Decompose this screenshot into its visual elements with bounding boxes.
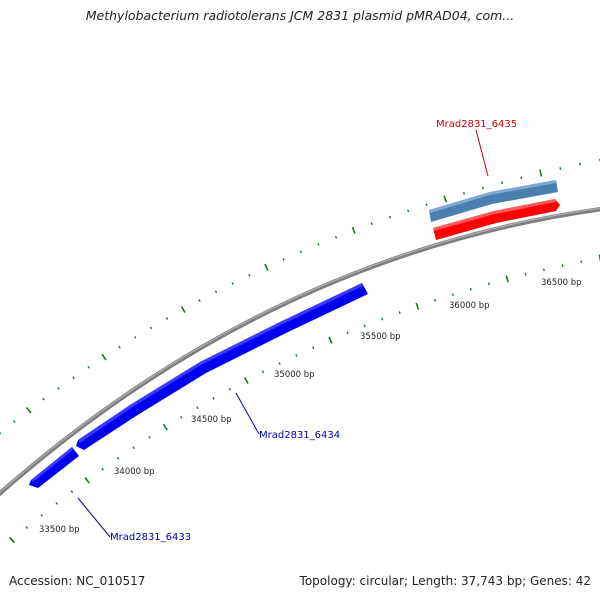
minor-tick-mark xyxy=(87,365,90,369)
minor-tick-mark xyxy=(463,192,465,195)
minor-tick-mark xyxy=(55,502,59,505)
position-label: 35500 bp xyxy=(360,332,401,342)
position-label: 36000 bp xyxy=(449,301,490,311)
minor-tick-mark xyxy=(561,264,564,267)
position-label: 34000 bp xyxy=(114,467,155,477)
major-tick-mark xyxy=(180,306,186,313)
minor-tick-mark xyxy=(133,336,137,339)
gene-arrow-mrad2831-6433[interactable] xyxy=(29,447,79,488)
major-tick-mark xyxy=(443,195,448,203)
minor-tick-mark xyxy=(334,235,338,239)
minor-tick-mark xyxy=(248,273,251,277)
minor-tick-mark xyxy=(299,250,303,254)
minor-tick-mark xyxy=(13,420,16,423)
minor-tick-mark xyxy=(543,268,545,272)
minor-tick-mark xyxy=(72,376,75,380)
gene-arrow-mrad2831-6434-shade xyxy=(78,283,363,443)
minor-tick-mark xyxy=(481,186,484,190)
minor-tick-mark xyxy=(42,397,45,401)
minor-tick-mark xyxy=(469,287,472,291)
minor-tick-mark xyxy=(196,406,199,410)
position-label: 36500 bp xyxy=(541,278,582,288)
gene-label-mrad2831-6434[interactable]: Mrad2831_6434 xyxy=(259,430,340,441)
minor-tick-mark xyxy=(228,387,232,391)
minor-tick-mark xyxy=(282,258,285,261)
minor-tick-mark xyxy=(214,290,218,294)
major-tick-mark xyxy=(539,169,543,177)
minor-tick-mark xyxy=(370,222,373,226)
major-tick-mark xyxy=(264,263,269,271)
gene-arrow-mrad2831-6434[interactable] xyxy=(76,283,368,450)
minor-tick-mark xyxy=(118,345,121,349)
leader-line-mrad2831-6433 xyxy=(77,497,111,538)
minor-tick-mark xyxy=(278,362,281,365)
major-tick-mark xyxy=(351,226,356,234)
major-tick-mark xyxy=(84,477,90,484)
minor-tick-mark xyxy=(295,354,298,357)
minor-tick-mark xyxy=(425,203,428,207)
minor-tick-mark xyxy=(149,326,153,330)
major-tick-mark xyxy=(243,377,249,384)
map-title: Methylobacterium radiotolerans JCM 2831 … xyxy=(85,8,515,23)
gene-label-mrad2831-6435[interactable]: Mrad2831_6435 xyxy=(436,119,517,130)
minor-tick-mark xyxy=(40,513,44,517)
gene-arrow-mrad2831-6435-shade xyxy=(433,199,556,231)
gene-arrow-mrad2831-6435[interactable] xyxy=(433,199,560,240)
minor-tick-mark xyxy=(388,215,391,219)
minor-tick-mark xyxy=(434,298,437,302)
leader-line-mrad2831-6434 xyxy=(235,392,260,435)
minor-tick-mark xyxy=(57,386,60,390)
minor-tick-mark xyxy=(501,181,503,185)
minor-tick-mark xyxy=(312,346,315,350)
minor-tick-mark xyxy=(148,435,151,439)
minor-tick-mark xyxy=(212,396,215,400)
minor-tick-mark xyxy=(25,526,29,529)
major-tick-mark xyxy=(328,336,333,344)
accession-text: Accession: NC_010517 xyxy=(9,574,146,588)
plasmid-backbone-highlight xyxy=(0,207,600,494)
minor-tick-mark xyxy=(116,456,120,460)
position-label: 33500 bp xyxy=(39,525,80,535)
minor-tick-mark xyxy=(0,431,2,435)
plasmid-backbone xyxy=(0,207,600,497)
gene-arrow-mrad2831-6433-shade xyxy=(31,447,74,482)
minor-tick-mark xyxy=(132,446,135,450)
minor-tick-mark xyxy=(101,467,104,471)
major-tick-mark xyxy=(26,407,32,414)
minor-tick-mark xyxy=(317,243,320,246)
minor-tick-mark xyxy=(198,299,201,302)
major-tick-mark xyxy=(9,536,15,544)
minor-tick-mark xyxy=(231,282,234,285)
minor-tick-mark xyxy=(520,176,523,180)
minor-tick-mark xyxy=(70,490,74,494)
minor-tick-mark xyxy=(165,317,169,320)
minor-tick-mark xyxy=(579,162,581,166)
position-label: 35000 bp xyxy=(274,370,315,380)
minor-tick-mark xyxy=(261,370,265,374)
minor-tick-mark xyxy=(451,293,454,296)
minor-tick-mark xyxy=(180,415,183,419)
major-tick-mark xyxy=(505,275,509,283)
minor-tick-mark xyxy=(381,317,384,321)
gene-label-mrad2831-6433[interactable]: Mrad2831_6433 xyxy=(110,532,191,543)
map-summary-text: Topology: circular; Length: 37,743 bp; G… xyxy=(299,574,591,588)
cds-bar-mrad2831-6435-shade xyxy=(429,180,556,213)
cds-bar-mrad2831-6435[interactable] xyxy=(429,180,558,222)
minor-tick-mark xyxy=(559,167,562,170)
position-label: 34500 bp xyxy=(191,415,232,425)
major-tick-mark xyxy=(415,302,420,310)
inner-tick-ring xyxy=(9,254,600,544)
major-tick-mark xyxy=(162,423,168,431)
minor-tick-mark xyxy=(407,209,410,213)
minor-tick-mark xyxy=(346,331,349,335)
minor-tick-mark xyxy=(487,282,490,286)
minor-tick-mark xyxy=(363,324,366,328)
minor-tick-mark xyxy=(524,272,527,276)
major-tick-mark xyxy=(101,353,107,361)
minor-tick-mark xyxy=(398,311,401,314)
outer-tick-ring xyxy=(0,158,600,435)
leader-line-mrad2831-6435 xyxy=(475,129,489,177)
